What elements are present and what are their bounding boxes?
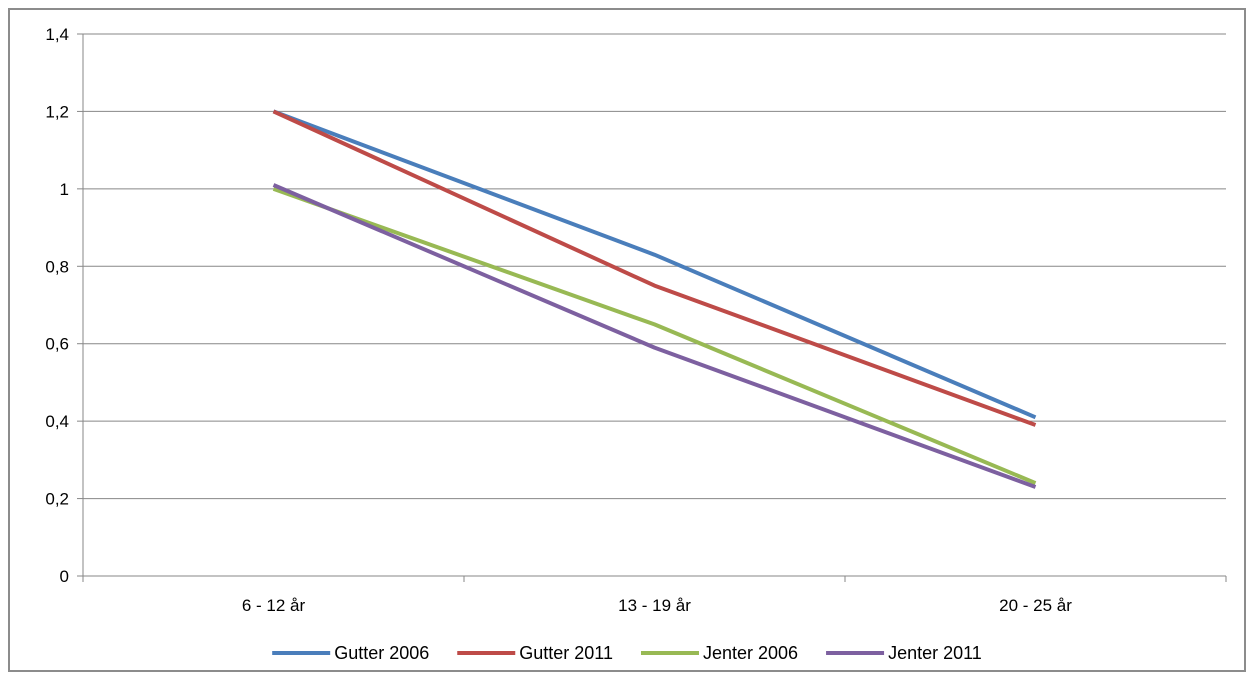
y-tick-label: 0,8 — [45, 257, 69, 276]
series-line-3 — [272, 187, 1037, 485]
y-tick-label: 1,4 — [45, 25, 69, 44]
series-line-1 — [272, 109, 1037, 420]
gridlines — [83, 33, 1226, 500]
legend-item: Gutter 2011 — [457, 643, 613, 663]
legend-label: Gutter 2011 — [519, 643, 613, 663]
y-tick-label: 0 — [60, 567, 69, 586]
legend-label: Jenter 2011 — [888, 643, 982, 663]
legend-item: Gutter 2006 — [272, 643, 429, 663]
y-tick-label: 0,6 — [45, 335, 69, 354]
y-tick-label: 1,2 — [45, 102, 69, 121]
chart-frame: 0 0,2 0,4 0,6 0,8 1 1,2 1,4 6 - 12 år 13 - 19 år… — [8, 8, 1246, 672]
x-tick-label: 20 - 25 år — [999, 596, 1072, 615]
legend-label: Jenter 2006 — [703, 643, 798, 663]
y-tick-label: 0,4 — [45, 412, 69, 431]
series-line-4 — [272, 183, 1037, 489]
line-chart: 0 0,2 0,4 0,6 0,8 1 1,2 1,4 6 - 12 år 13 - 19 år… — [45, 25, 1227, 663]
legend-label: Gutter 2006 — [334, 643, 429, 663]
legend-item: Jenter 2011 — [826, 643, 982, 663]
x-tick-labels: 6 - 12 år 13 - 19 år 20 - 25 år — [242, 596, 1072, 615]
x-tick-label: 13 - 19 år — [618, 596, 691, 615]
y-tick-labels: 0 0,2 0,4 0,6 0,8 1 1,2 1,4 — [45, 25, 69, 586]
series-line-2 — [272, 109, 1037, 427]
series-lines — [272, 109, 1037, 489]
axes — [77, 33, 1227, 582]
legend-item: Jenter 2006 — [640, 643, 798, 663]
y-tick-label: 1 — [60, 180, 69, 199]
legend: Gutter 2006 Gutter 2011 Jenter 2006 Jenter … — [272, 643, 982, 663]
y-tick-label: 0,2 — [45, 490, 69, 509]
x-tick-label: 6 - 12 år — [242, 596, 306, 615]
